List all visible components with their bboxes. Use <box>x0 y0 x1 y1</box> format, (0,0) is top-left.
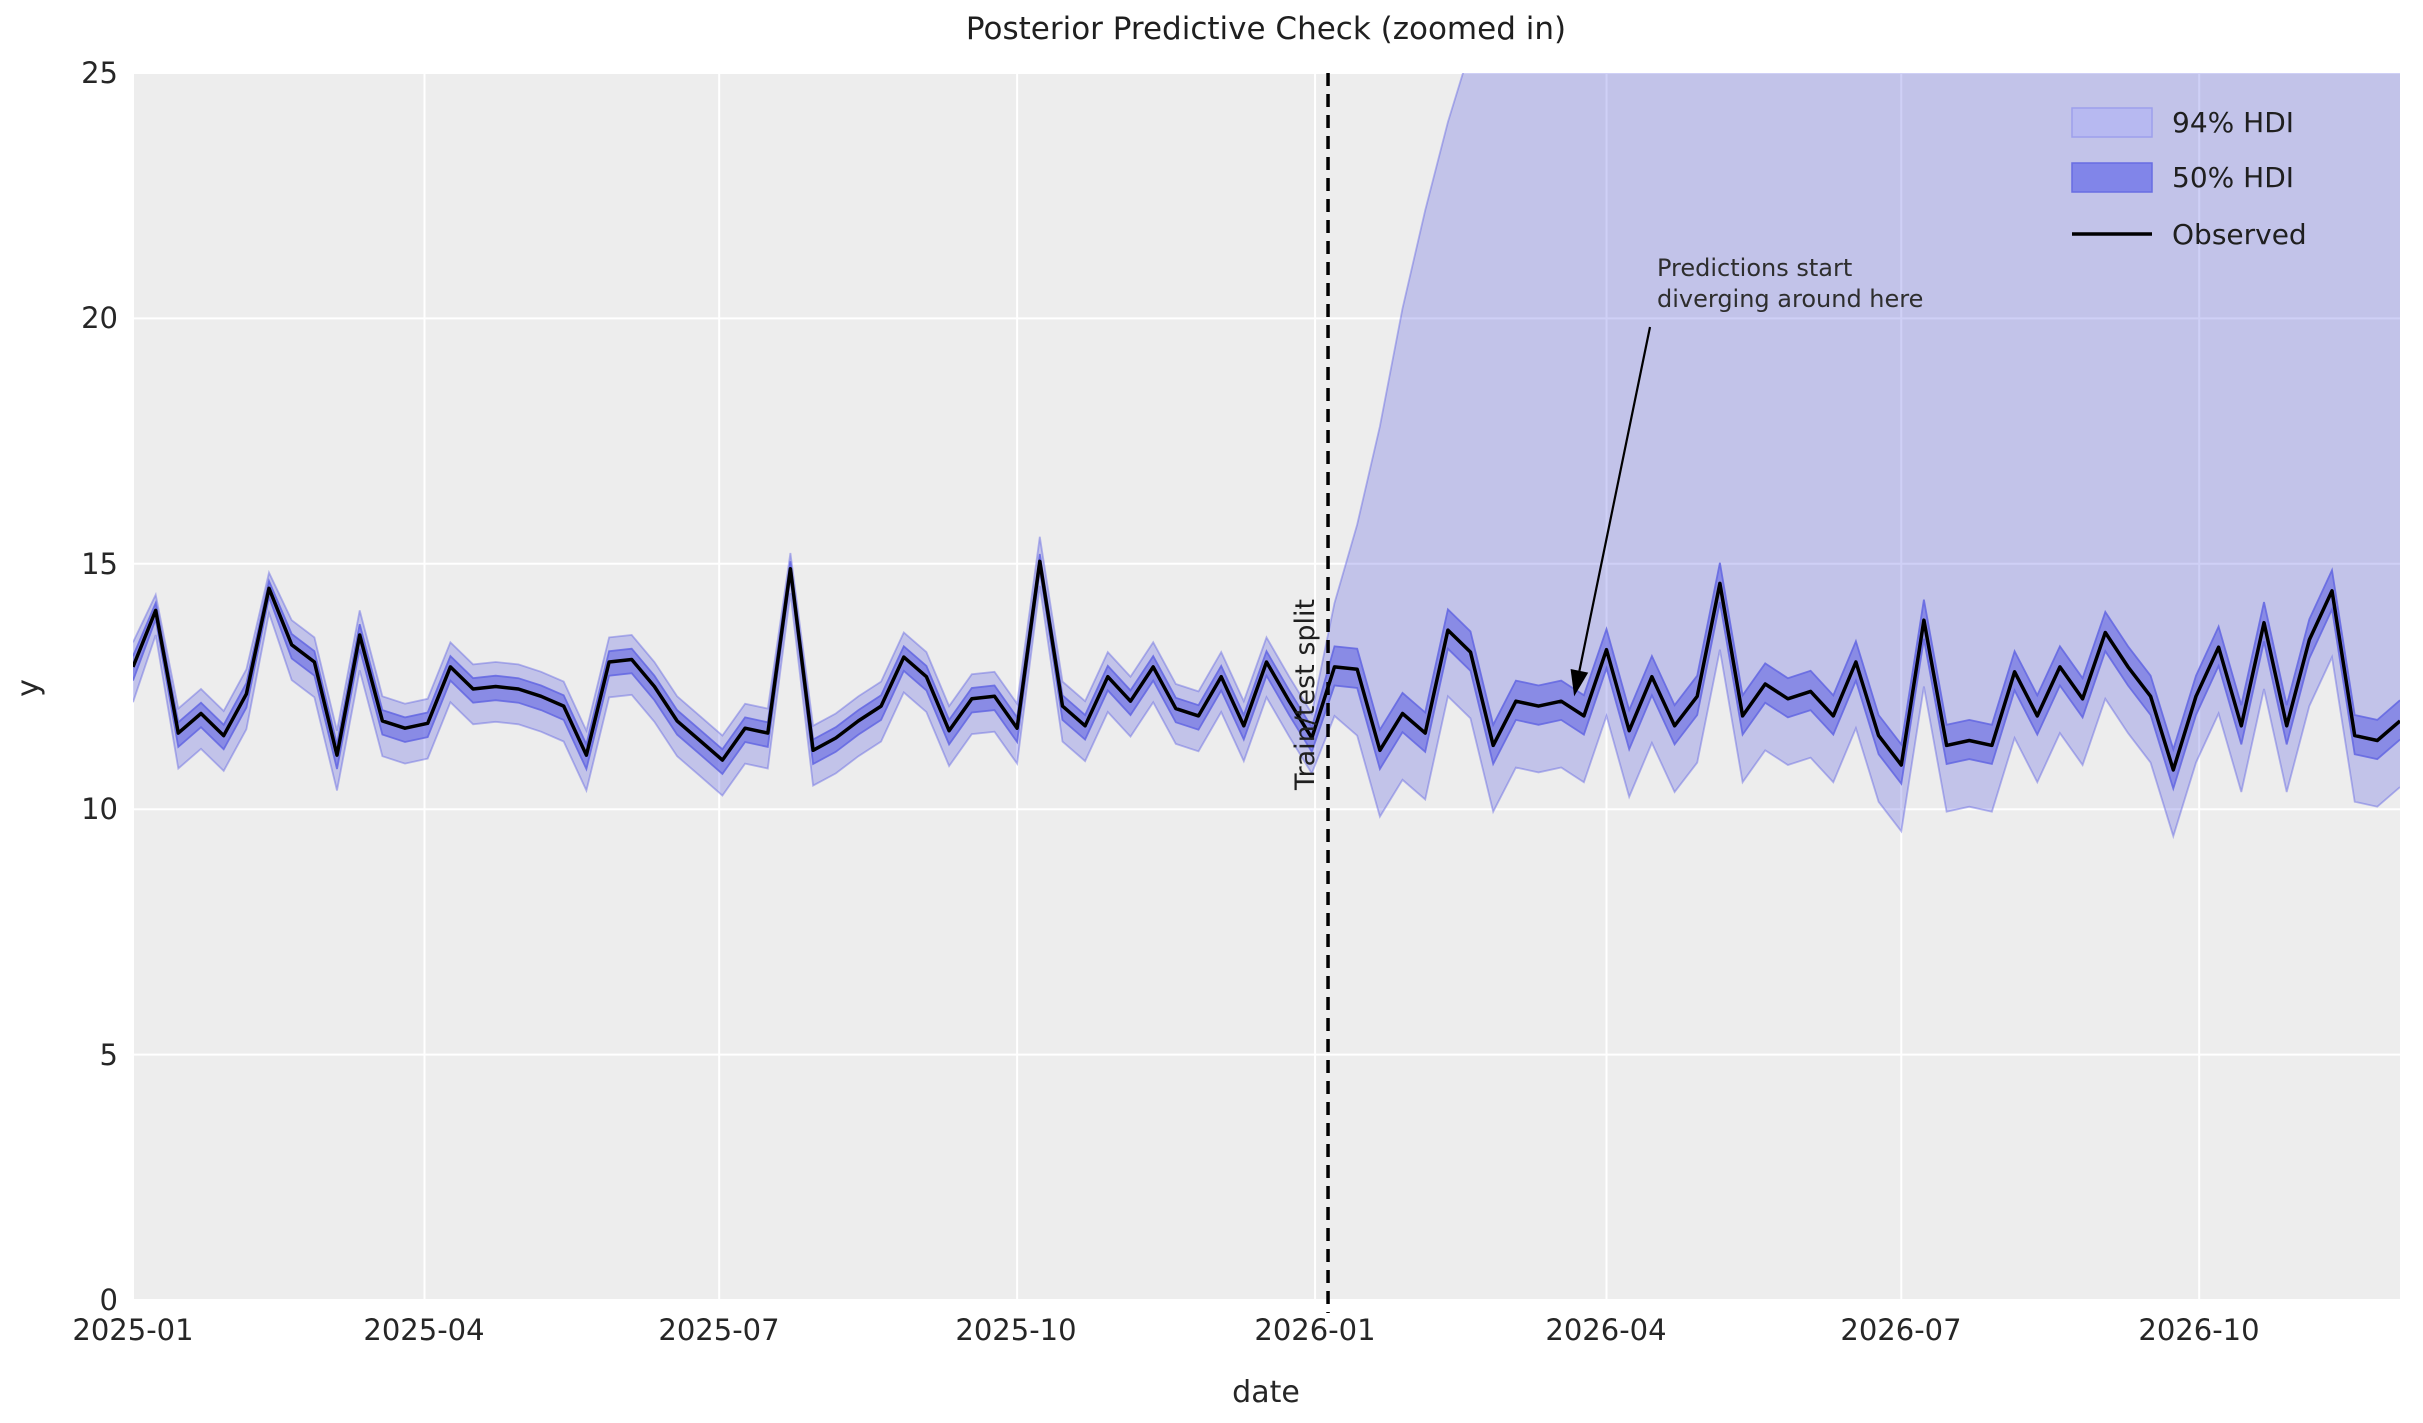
hdi50-band-upper-edge <box>133 553 2400 753</box>
y-tick-label: 10 <box>81 792 118 826</box>
x-tick-label: 2025-07 <box>658 1313 779 1347</box>
annotation-arrow-line <box>1578 326 1652 672</box>
hdi50-band-lower-edge <box>133 570 2400 792</box>
y-tick-label: 20 <box>81 301 118 335</box>
legend-swatch-94-hdi <box>2071 107 2153 138</box>
x-tick-label: 2026-01 <box>1254 1313 1375 1347</box>
labels-layer: Posterior Predictive Check (zoomed in) 0… <box>11 11 2307 1410</box>
y-tick-label: 25 <box>81 56 118 90</box>
hdi94-band-upper-edge <box>133 73 1464 737</box>
hdi94-band-lower-edge <box>133 585 2400 840</box>
legend-label-94-hdi: 94% HDI <box>2172 106 2294 139</box>
x-tick-label: 2025-04 <box>363 1313 484 1347</box>
y-axis-label: y <box>11 679 46 697</box>
legend-label-50-hdi: 50% HDI <box>2172 161 2294 194</box>
annotation-arrow-head <box>1570 669 1589 697</box>
chart-title: Posterior Predictive Check (zoomed in) <box>966 11 1566 47</box>
x-tick-label: 2025-10 <box>955 1313 1076 1347</box>
legend-label-observed: Observed <box>2172 218 2307 251</box>
y-tick-label: 15 <box>81 547 118 581</box>
x-tick-label: 2026-10 <box>2138 1313 2259 1347</box>
y-tick-label: 0 <box>100 1283 118 1317</box>
train-test-split-label: Train/test split <box>1290 599 1321 791</box>
clipped-data-layer <box>133 73 2400 840</box>
chart-layer <box>132 72 2400 1313</box>
x-tick-label: 2025-01 <box>72 1313 193 1347</box>
hdi94-band <box>133 73 2400 837</box>
x-tick-label: 2026-07 <box>1840 1313 1961 1347</box>
y-tick-label: 5 <box>100 1038 118 1072</box>
observed-line <box>133 559 2400 772</box>
x-axis-label: date <box>1232 1375 1300 1410</box>
annotation-text-line1: Predictions start <box>1657 254 1852 282</box>
legend-swatch-50-hdi <box>2071 162 2153 193</box>
x-tick-label: 2026-04 <box>1545 1313 1666 1347</box>
annotation-text-line2: diverging around here <box>1657 285 1923 313</box>
